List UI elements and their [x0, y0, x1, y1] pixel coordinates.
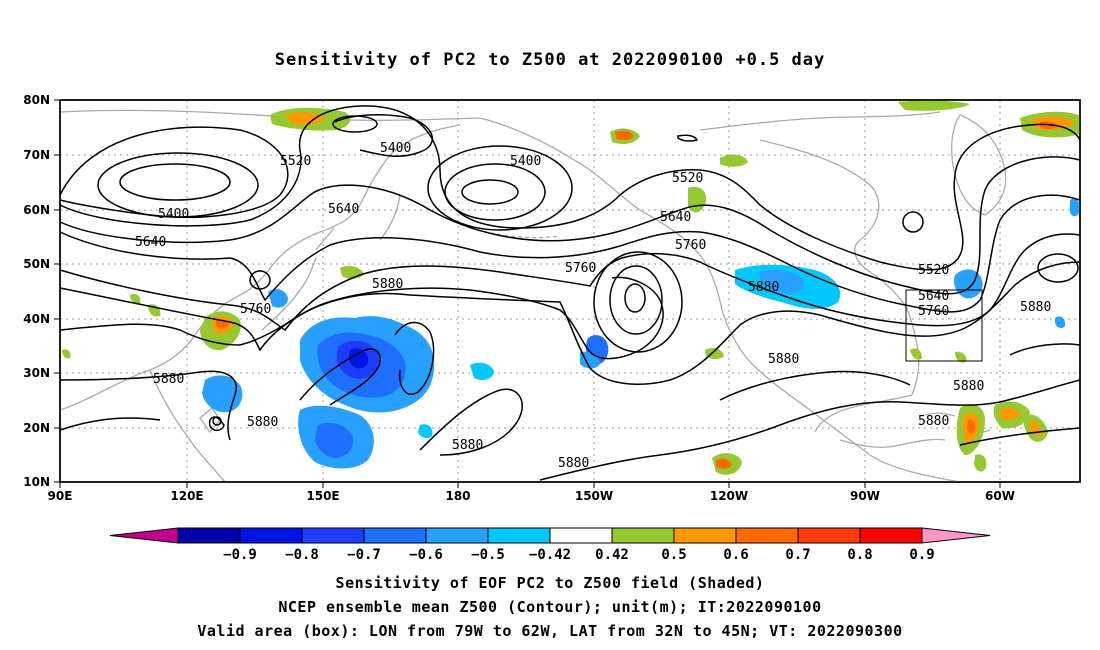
- contour-label: 5880: [1020, 300, 1051, 315]
- colorbar-label: −0.6: [409, 547, 443, 563]
- contour-label: 5880: [953, 379, 984, 394]
- lat-label: 50N: [23, 257, 50, 271]
- colorbar-label: 0.7: [785, 547, 810, 563]
- colorbar-segment: [549, 527, 613, 544]
- contour-label: 5880: [918, 414, 949, 429]
- coastlines: [59, 109, 1007, 483]
- colorbar-label: 0.42: [595, 547, 629, 563]
- lat-label: 10N: [23, 475, 50, 489]
- colorbar-segment: [363, 527, 427, 544]
- colorbar: −0.9 −0.8 −0.7 −0.6 −0.5 −0.42 0.42 0.5 0.6 0.7 0.…: [109, 527, 991, 563]
- contour-label: 5400: [158, 207, 189, 222]
- graticule: [60, 100, 1080, 482]
- contour-label: 5640: [918, 289, 949, 304]
- map-title: Sensitivity of PC2 to Z500 at 2022090100…: [274, 50, 826, 70]
- colorbar-label: 0.5: [661, 547, 686, 563]
- colorbar-label: −0.42: [529, 547, 571, 563]
- contour-label: 5520: [918, 263, 949, 278]
- colorbar-segment: [735, 527, 799, 544]
- colorbar-label: −0.8: [285, 547, 319, 563]
- contour-label: 5880: [558, 456, 589, 471]
- lat-label: 20N: [23, 421, 50, 435]
- colorbar-segment: [797, 527, 861, 544]
- colorbar-segment: [673, 527, 737, 544]
- colorbar-label: 0.6: [723, 547, 748, 563]
- contour-label: 5880: [153, 372, 184, 387]
- latitude-labels: 80N 70N 60N 50N 40N 30N 20N 10N: [23, 93, 50, 489]
- colorbar-segment: [239, 527, 303, 544]
- contour-label: 5880: [452, 438, 483, 453]
- colorbar-label: −0.5: [471, 547, 505, 563]
- contour-labels: 5400 5400 5400 5520 5520 5520 5640 5640 …: [135, 141, 1051, 471]
- colorbar-segment: [425, 527, 489, 544]
- lon-label: 180: [445, 489, 470, 503]
- valid-area-box: [905, 289, 983, 362]
- contour-label: 5880: [768, 352, 799, 367]
- lon-label: 60W: [985, 489, 1015, 503]
- contour-label: 5400: [380, 141, 411, 156]
- lon-label: 150W: [575, 489, 613, 503]
- caption-line-2: NCEP ensemble mean Z500 (Contour); unit(…: [278, 598, 822, 616]
- colorbar-segment: [921, 527, 991, 544]
- colorbar-label: −0.9: [223, 547, 257, 563]
- contour-label: 5880: [748, 280, 779, 295]
- colorbar-label: 0.9: [909, 547, 934, 563]
- contour-label: 5640: [660, 210, 691, 225]
- contour-label: 5640: [135, 235, 166, 250]
- contour-label: 5880: [372, 277, 403, 292]
- colorbar-segment: [611, 527, 675, 544]
- lat-label: 80N: [23, 93, 50, 107]
- lon-label: 120W: [710, 489, 748, 503]
- contour-label: 5520: [672, 171, 703, 186]
- contour-label: 5760: [240, 302, 271, 317]
- z500-contours: [59, 105, 1081, 481]
- lon-label: 90E: [48, 489, 73, 503]
- lon-label: 90W: [850, 489, 880, 503]
- contour-label: 5880: [247, 415, 278, 430]
- contour-label: 5760: [565, 261, 596, 276]
- colorbar-segment: [487, 527, 551, 544]
- lon-label: 150E: [306, 489, 339, 503]
- contour-label: 5400: [510, 154, 541, 169]
- contour-label: 5640: [328, 202, 359, 217]
- lat-label: 70N: [23, 148, 50, 162]
- caption-line-1: Sensitivity of EOF PC2 to Z500 field (Sh…: [335, 574, 765, 592]
- longitude-labels: 90E 120E 150E 180 150W 120W 90W 60W: [48, 489, 1015, 503]
- colorbar-segment: [301, 527, 365, 544]
- colorbar-label: 0.8: [847, 547, 872, 563]
- contour-label: 5760: [675, 238, 706, 253]
- tick-marks: [54, 99, 1001, 488]
- lat-label: 40N: [23, 312, 50, 326]
- colorbar-segment: [109, 527, 179, 544]
- contour-label: 5520: [280, 154, 311, 169]
- colorbar-segment: [859, 527, 923, 544]
- colorbar-segment: [177, 527, 241, 544]
- colorbar-label: −0.7: [347, 547, 381, 563]
- caption-line-3: Valid area (box): LON from 79W to 62W, L…: [197, 622, 903, 640]
- lat-label: 30N: [23, 366, 50, 380]
- lon-label: 120E: [170, 489, 203, 503]
- contour-label: 5760: [918, 304, 949, 319]
- lat-label: 60N: [23, 203, 50, 217]
